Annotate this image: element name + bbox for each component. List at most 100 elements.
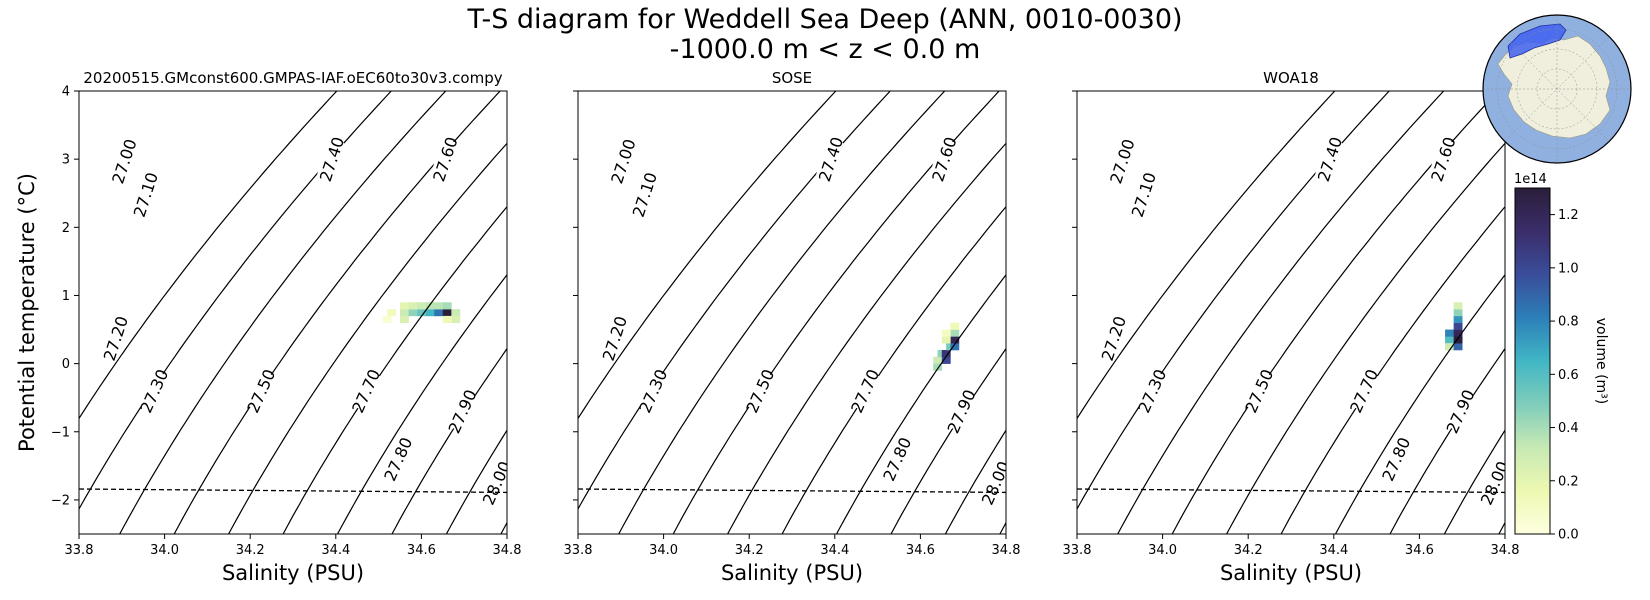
colorbar-tick-label: 1.0 <box>1558 261 1579 276</box>
heatmap-cell <box>1453 302 1463 310</box>
contour-label-bg <box>979 461 1006 504</box>
heatmap-cell <box>941 356 951 364</box>
y-axis-label: Potential temperature (°C) <box>15 173 39 452</box>
contour-label-bg <box>945 390 978 433</box>
panels: 27.0027.1027.2027.3027.4027.5027.6027.70… <box>15 69 1519 585</box>
heatmap-cell <box>442 315 452 324</box>
contour-label: 27.60 <box>928 135 960 184</box>
contour-label-bg <box>349 369 382 412</box>
contour-label: 27.80 <box>879 434 915 484</box>
heatmap-cell <box>1453 315 1463 324</box>
y-tick-label: 4 <box>62 85 70 100</box>
colorbar-ticks: 0.0 0.2 0.4 0.6 0.8 1.0 1.2 <box>1550 208 1579 543</box>
heatmap-cell <box>1453 309 1463 317</box>
heatmap-cell <box>941 329 951 337</box>
contour-label: 27.90 <box>445 387 481 437</box>
density-contour <box>445 429 507 534</box>
density-contour <box>1280 205 1505 534</box>
y-tick-label: 0 <box>62 357 70 372</box>
heatmap-cell <box>950 336 960 344</box>
contour-label-bg <box>109 140 139 183</box>
inset-map <box>1482 14 1632 164</box>
contour-label: 27.10 <box>1128 170 1160 219</box>
heatmap-cell <box>417 309 426 317</box>
contour-label-bg <box>1107 140 1137 183</box>
contour-label-bg <box>317 138 346 181</box>
heatmap-cell <box>417 302 426 310</box>
density-contour <box>336 273 507 534</box>
heatmap-cell <box>941 336 951 344</box>
density-contour <box>890 347 1006 534</box>
y-tick-label: −1 <box>51 425 70 440</box>
contour-label: 27.00 <box>607 137 639 186</box>
contour-label: 27.50 <box>243 366 279 416</box>
contour-label: 28.00 <box>978 458 1014 508</box>
density-contour <box>944 429 1006 534</box>
contour-label-bg <box>1135 369 1168 412</box>
contour-label: 27.90 <box>944 387 980 437</box>
heatmap-cell <box>1453 329 1463 337</box>
figure-title-line1: T-S diagram for Weddell Sea Deep (ANN, 0… <box>466 4 1182 35</box>
density-contour <box>500 521 507 534</box>
x-tick-label: 34.4 <box>820 543 849 558</box>
contour-label-bg <box>816 138 845 181</box>
contour-label-bg <box>130 173 160 216</box>
heatmap-cell <box>400 302 409 310</box>
contour-label: 27.40 <box>316 135 348 184</box>
x-tick-label: 34.6 <box>906 543 935 558</box>
heatmap-cell <box>1453 343 1463 351</box>
contour-label-bg <box>1379 438 1412 481</box>
x-tick-label: 33.8 <box>65 543 94 558</box>
y-tick-label: 1 <box>62 289 70 304</box>
contour-label: 27.40 <box>1314 135 1346 184</box>
heatmap-cell <box>442 309 452 317</box>
contour-label: 27.70 <box>1346 366 1382 416</box>
contour-label: 27.80 <box>1378 434 1414 484</box>
x-tick-label: 34.8 <box>493 543 522 558</box>
contour-label-bg <box>929 138 959 181</box>
density-contour <box>1334 273 1505 534</box>
density-contour <box>1117 91 1445 534</box>
contour-label-bg <box>137 369 170 412</box>
antarctica-landmass <box>1497 35 1611 139</box>
contour-label: 27.30 <box>635 366 671 416</box>
contour-label-bg <box>446 390 479 433</box>
x-tick-label: 34.0 <box>1148 543 1177 558</box>
density-contour <box>1443 429 1505 534</box>
contour-label: 27.80 <box>380 434 416 484</box>
contour-label-bg <box>1444 390 1477 433</box>
contour-label: 27.90 <box>1443 387 1479 437</box>
colorbar-tick-label: 0.6 <box>1558 368 1579 383</box>
heatmap-cell <box>434 302 444 310</box>
contour-label: 27.70 <box>847 366 883 416</box>
x-tick-label: 34.2 <box>1234 543 1263 558</box>
heatmap-cell <box>408 302 418 310</box>
figure-title-line2: -1000.0 m < z < 0.0 m <box>670 34 981 65</box>
map-border <box>1482 14 1632 164</box>
y-tick-label: 3 <box>62 153 70 168</box>
heatmap-cell <box>451 315 461 324</box>
x-axis-label: Salinity (PSU) <box>1220 561 1362 585</box>
x-tick-label: 34.0 <box>150 543 179 558</box>
y-tick-label: 2 <box>62 221 70 236</box>
contour-label: 27.50 <box>1241 366 1277 416</box>
contour-label: 28.00 <box>1477 458 1513 508</box>
heatmap-cell <box>1453 322 1463 330</box>
colorbar-tick-label: 0.8 <box>1558 315 1579 330</box>
contour-label: 27.70 <box>348 366 384 416</box>
colorbar-tick-label: 0.0 <box>1558 528 1579 543</box>
axes-frame <box>78 90 508 535</box>
axes-frame <box>577 90 1007 535</box>
x-tick-label: 34.6 <box>407 543 436 558</box>
freezing-line <box>79 488 507 494</box>
density-contour <box>119 91 447 534</box>
contour-label-bg <box>1478 461 1505 504</box>
x-tick-label: 33.8 <box>1063 543 1092 558</box>
density-contour <box>578 91 837 420</box>
contour-label-bg <box>1347 369 1380 412</box>
heatmap-cell <box>1445 336 1454 344</box>
contour-label-bg <box>608 140 638 183</box>
